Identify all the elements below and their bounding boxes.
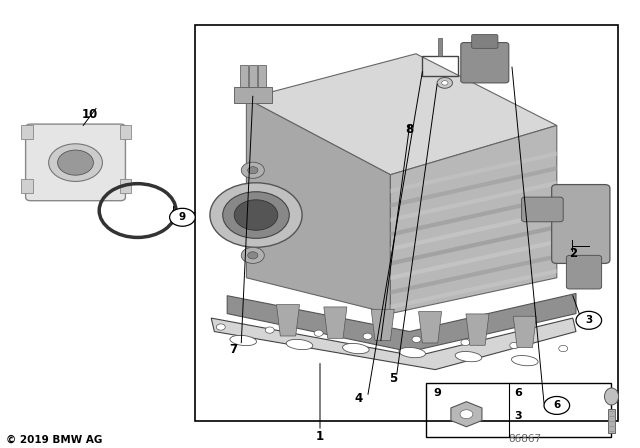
Polygon shape [390, 125, 557, 314]
Polygon shape [390, 151, 557, 193]
Ellipse shape [605, 388, 618, 405]
Bar [240, 65, 248, 90]
Bar [120, 125, 131, 139]
Circle shape [49, 144, 102, 181]
Bar [422, 56, 458, 76]
Bar [438, 38, 442, 56]
Text: 4: 4 [355, 392, 362, 405]
Ellipse shape [455, 352, 482, 362]
Text: 9: 9 [179, 212, 186, 222]
Polygon shape [371, 309, 394, 340]
Polygon shape [390, 195, 557, 237]
Bar [608, 409, 616, 433]
Ellipse shape [511, 356, 538, 366]
Circle shape [460, 410, 473, 419]
Circle shape [265, 327, 274, 333]
FancyBboxPatch shape [461, 43, 509, 83]
Circle shape [442, 81, 448, 85]
Polygon shape [276, 305, 300, 336]
Text: 9: 9 [433, 388, 441, 398]
Text: 3: 3 [585, 315, 593, 325]
Text: 1: 1 [316, 430, 324, 444]
Polygon shape [419, 312, 442, 343]
Polygon shape [390, 210, 557, 251]
Circle shape [170, 208, 195, 226]
Polygon shape [390, 166, 557, 208]
Circle shape [216, 324, 225, 330]
FancyBboxPatch shape [522, 197, 563, 222]
Polygon shape [390, 269, 557, 309]
Circle shape [210, 183, 302, 247]
Circle shape [248, 167, 258, 174]
Circle shape [58, 150, 93, 175]
Circle shape [241, 247, 264, 263]
Polygon shape [324, 307, 347, 338]
Bar [195, 25, 618, 421]
Bar [234, 87, 272, 103]
Circle shape [544, 396, 570, 414]
Polygon shape [246, 54, 557, 175]
Ellipse shape [399, 348, 426, 358]
Circle shape [412, 336, 421, 342]
Text: 5: 5 [390, 372, 397, 385]
Text: 86867: 86867 [508, 435, 541, 444]
Text: 10: 10 [81, 108, 98, 121]
FancyBboxPatch shape [472, 34, 498, 48]
Circle shape [510, 342, 519, 349]
Text: © 2019 BMW AG: © 2019 BMW AG [6, 435, 103, 444]
Circle shape [559, 345, 568, 352]
Bar [258, 65, 266, 90]
Circle shape [314, 330, 323, 336]
Circle shape [437, 78, 452, 88]
Polygon shape [246, 99, 390, 314]
Ellipse shape [342, 344, 369, 353]
Polygon shape [513, 316, 536, 348]
Bar [21, 179, 33, 193]
Polygon shape [390, 225, 557, 266]
Polygon shape [390, 181, 557, 222]
Text: 8: 8 [406, 123, 413, 137]
Circle shape [363, 333, 372, 340]
Polygon shape [211, 318, 576, 370]
Text: 2: 2 [569, 246, 577, 260]
FancyBboxPatch shape [552, 185, 610, 263]
Circle shape [461, 339, 470, 345]
FancyBboxPatch shape [26, 124, 125, 201]
Bar [21, 125, 33, 139]
Circle shape [576, 311, 602, 329]
Ellipse shape [286, 340, 313, 349]
Polygon shape [227, 293, 576, 352]
Polygon shape [390, 254, 557, 295]
Text: 7: 7 [230, 343, 237, 356]
FancyBboxPatch shape [566, 255, 602, 289]
Circle shape [223, 192, 289, 238]
Ellipse shape [230, 336, 257, 345]
Polygon shape [390, 240, 557, 280]
Circle shape [234, 200, 278, 230]
Circle shape [241, 162, 264, 178]
Text: 3: 3 [515, 411, 522, 421]
Bar [120, 179, 131, 193]
Text: 6: 6 [515, 388, 522, 398]
Bar [249, 65, 257, 90]
Circle shape [248, 252, 258, 259]
Polygon shape [466, 314, 489, 345]
Text: 6: 6 [553, 401, 561, 410]
Bar [426, 383, 611, 437]
